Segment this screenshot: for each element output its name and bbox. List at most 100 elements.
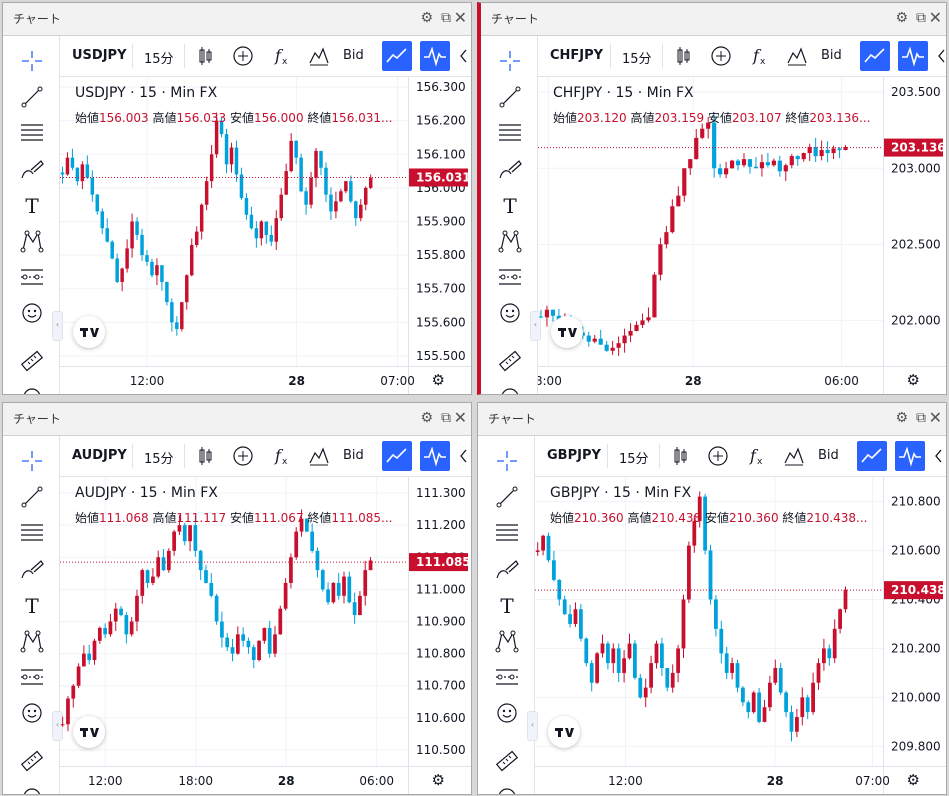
window-titlebar[interactable]: チャート ⚙ ⧉ ✕ xyxy=(478,403,946,436)
settings-gear-icon[interactable]: ⚙ xyxy=(895,410,908,426)
more-arrow-icon[interactable] xyxy=(456,41,472,71)
fib-icon[interactable] xyxy=(497,120,523,146)
price-chart-svg[interactable]: 203.500 203.000 202.500 202.000 203.136 8:00 2… xyxy=(538,77,946,394)
add-indicator-icon[interactable] xyxy=(706,41,736,71)
ruler-icon[interactable] xyxy=(497,348,523,374)
chart-settings-gear-icon[interactable]: ⚙ xyxy=(906,371,920,389)
collapse-toolbar-button[interactable]: ‹ xyxy=(527,711,538,741)
magnet-icon[interactable] xyxy=(19,384,45,395)
pattern-icon[interactable] xyxy=(19,228,45,254)
brush-icon[interactable] xyxy=(19,156,45,182)
bid-button[interactable]: Bid xyxy=(818,448,839,463)
interval-button[interactable]: 15分 xyxy=(144,52,174,67)
replay-icon[interactable] xyxy=(420,441,450,471)
chart-settings-gear-icon[interactable]: ⚙ xyxy=(431,771,445,789)
magnet-icon[interactable] xyxy=(494,784,520,795)
replay-icon[interactable] xyxy=(420,41,450,71)
close-icon[interactable]: ✕ xyxy=(928,408,942,427)
audjpy-chart-window[interactable]: チャート ⚙ ⧉ ✕ T ‹ AUDJPY 15分 f x Bid 111.300 111.200 111… xyxy=(2,402,472,795)
popout-icon[interactable]: ⧉ xyxy=(916,410,926,426)
symbol-button[interactable]: GBPJPY xyxy=(547,448,601,463)
emoji-icon[interactable] xyxy=(19,300,45,326)
emoji-icon[interactable] xyxy=(494,700,520,726)
crosshair-icon[interactable] xyxy=(497,48,523,74)
text-icon[interactable]: T xyxy=(19,192,45,218)
ruler-icon[interactable] xyxy=(19,348,45,374)
symbol-button[interactable]: AUDJPY xyxy=(72,448,127,463)
chart-pane[interactable]: 156.300 156.200 156.100 156.000 155.900 155.8… xyxy=(60,77,471,394)
price-chart-svg[interactable]: 156.300 156.200 156.100 156.000 155.900 155.8… xyxy=(60,77,471,394)
settings-gear-icon[interactable]: ⚙ xyxy=(420,10,433,26)
line-style-icon[interactable] xyxy=(382,441,412,471)
interval-button[interactable]: 15分 xyxy=(622,52,652,67)
fib-icon[interactable] xyxy=(19,120,45,146)
window-titlebar[interactable]: チャート ⚙ ⧉ ✕ xyxy=(3,403,471,436)
forecast-icon[interactable] xyxy=(494,664,520,690)
fib-icon[interactable] xyxy=(494,520,520,546)
popout-icon[interactable]: ⧉ xyxy=(916,10,926,26)
text-icon[interactable]: T xyxy=(494,592,520,618)
more-arrow-icon[interactable] xyxy=(931,441,947,471)
settings-gear-icon[interactable]: ⚙ xyxy=(895,10,908,26)
trendline-icon[interactable] xyxy=(19,84,45,110)
tradingview-logo-icon[interactable] xyxy=(548,716,580,748)
emoji-icon[interactable] xyxy=(497,300,523,326)
add-indicator-icon[interactable] xyxy=(228,441,258,471)
pattern-icon[interactable] xyxy=(19,628,45,654)
popout-icon[interactable]: ⧉ xyxy=(441,10,451,26)
bid-button[interactable]: Bid xyxy=(343,48,364,63)
close-icon[interactable]: ✕ xyxy=(453,408,467,427)
crosshair-icon[interactable] xyxy=(19,48,45,74)
magnet-icon[interactable] xyxy=(19,784,45,795)
crosshair-icon[interactable] xyxy=(494,448,520,474)
symbol-button[interactable]: CHFJPY xyxy=(550,48,604,63)
line-style-icon[interactable] xyxy=(382,41,412,71)
popout-icon[interactable]: ⧉ xyxy=(441,410,451,426)
symbol-button[interactable]: USDJPY xyxy=(72,48,127,63)
pattern-icon[interactable] xyxy=(494,628,520,654)
trendline-icon[interactable] xyxy=(494,484,520,510)
price-chart-svg[interactable]: 111.300111.200111.100111.000110.900110.8… xyxy=(60,477,471,794)
brush-icon[interactable] xyxy=(494,556,520,582)
pattern-icon[interactable] xyxy=(497,228,523,254)
usdjpy-chart-window[interactable]: チャート ⚙ ⧉ ✕ T ‹ USDJPY 15分 f x Bid 156.300 156.200 156… xyxy=(2,2,472,395)
forecast-icon[interactable] xyxy=(19,264,45,290)
interval-button[interactable]: 15分 xyxy=(619,452,649,467)
templates-icon[interactable] xyxy=(304,41,334,71)
close-icon[interactable]: ✕ xyxy=(928,8,942,27)
brush-icon[interactable] xyxy=(19,556,45,582)
forecast-icon[interactable] xyxy=(19,664,45,690)
chart-settings-gear-icon[interactable]: ⚙ xyxy=(431,371,445,389)
forecast-icon[interactable] xyxy=(497,264,523,290)
more-arrow-icon[interactable] xyxy=(456,441,472,471)
chart-pane[interactable]: 111.300111.200111.100111.000110.900110.8… xyxy=(60,477,471,794)
emoji-icon[interactable] xyxy=(19,700,45,726)
text-icon[interactable]: T xyxy=(497,192,523,218)
tradingview-logo-icon[interactable] xyxy=(551,316,583,348)
replay-icon[interactable] xyxy=(898,41,928,71)
add-indicator-icon[interactable] xyxy=(228,41,258,71)
window-titlebar[interactable]: チャート ⚙ ⧉ ✕ xyxy=(3,3,471,36)
fib-icon[interactable] xyxy=(19,520,45,546)
replay-icon[interactable] xyxy=(895,441,925,471)
text-icon[interactable]: T xyxy=(19,592,45,618)
tradingview-logo-icon[interactable] xyxy=(73,316,105,348)
crosshair-icon[interactable] xyxy=(19,448,45,474)
magnet-icon[interactable] xyxy=(497,384,523,395)
window-titlebar[interactable]: チャート ⚙ ⧉ ✕ xyxy=(481,3,946,36)
templates-icon[interactable] xyxy=(779,441,809,471)
more-arrow-icon[interactable] xyxy=(934,41,947,71)
trendline-icon[interactable] xyxy=(497,84,523,110)
templates-icon[interactable] xyxy=(304,441,334,471)
collapse-toolbar-button[interactable]: ‹ xyxy=(52,311,63,341)
interval-button[interactable]: 15分 xyxy=(144,452,174,467)
collapse-toolbar-button[interactable]: ‹ xyxy=(530,311,541,341)
tradingview-logo-icon[interactable] xyxy=(73,716,105,748)
chart-settings-gear-icon[interactable]: ⚙ xyxy=(906,771,920,789)
line-style-icon[interactable] xyxy=(860,41,890,71)
candles-icon[interactable] xyxy=(190,41,220,71)
chart-pane[interactable]: 203.500 203.000 202.500 202.000 203.136 8:00 2… xyxy=(538,77,946,394)
